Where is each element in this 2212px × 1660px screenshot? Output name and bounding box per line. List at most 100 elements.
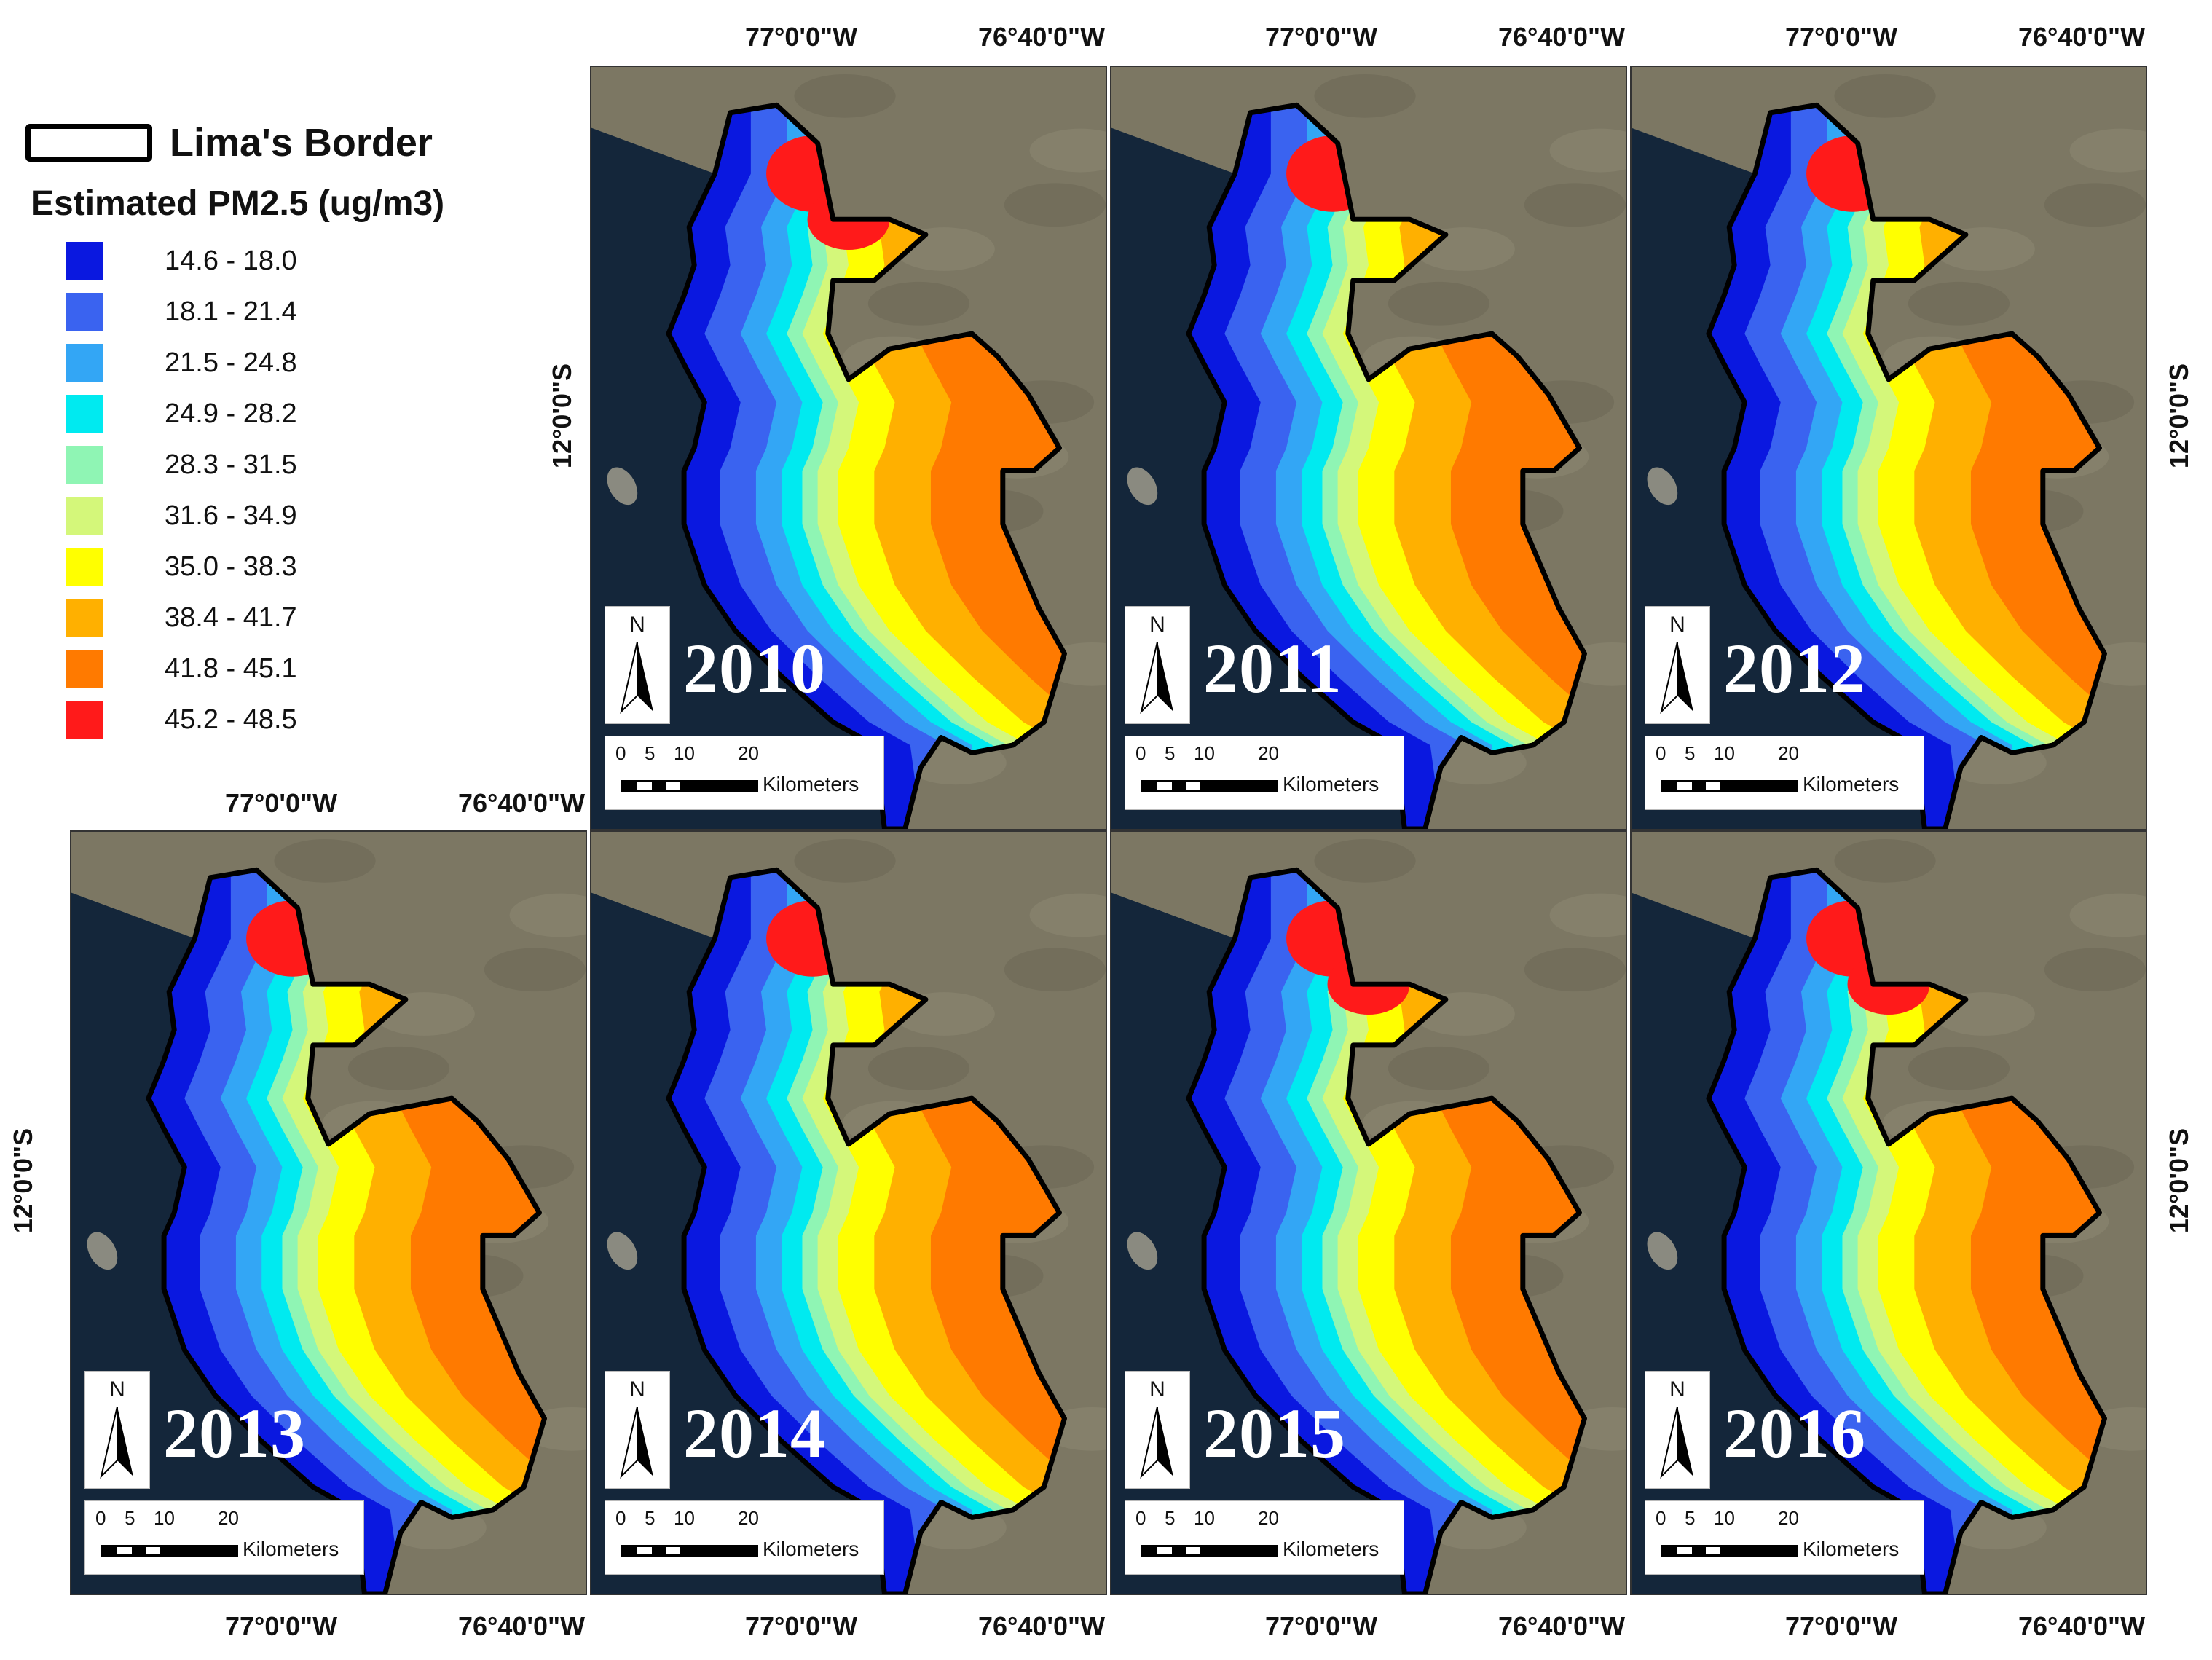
longitude-label: 77°0'0"W (1784, 1611, 1898, 1641)
legend-swatch (66, 395, 103, 433)
north-arrow: N (84, 1371, 150, 1489)
scale-tick-label: 20 (738, 742, 759, 764)
terrain-relief (1834, 838, 1936, 883)
legend-class-3: 24.9 - 28.2 (66, 388, 532, 439)
north-label: N (1669, 1377, 1685, 1401)
scale-unit: Kilometers (1803, 1538, 1900, 1560)
longitude-label: 76°40'0"W (1497, 1611, 1626, 1641)
north-arrow-icon (100, 1407, 133, 1479)
scale-unit: Kilometers (1283, 773, 1379, 795)
north-arrow-icon (620, 642, 653, 715)
island (1127, 1232, 1158, 1270)
legend-class-7: 38.4 - 41.7 (66, 592, 532, 643)
panel-year-label: 2016 (1723, 1394, 1866, 1472)
scale-tick-label: 0 (1656, 1507, 1666, 1529)
lima-border (666, 102, 1068, 829)
north-label: N (1149, 1377, 1165, 1401)
longitude-label: 76°40'0"W (457, 788, 586, 818)
scale-bar-graphic (1661, 1545, 1798, 1557)
terrain-relief (1524, 948, 1626, 992)
map-legend: Lima's Border Estimated PM2.5 (ug/m3) 14… (22, 117, 532, 745)
scale-bar-graphic (1141, 780, 1278, 792)
north-label: N (629, 1377, 645, 1401)
terrain-relief (1004, 183, 1106, 227)
terrain-relief (1524, 183, 1626, 227)
scale-bar-graphic (1141, 1545, 1278, 1557)
longitude-label: 77°0'0"W (744, 22, 858, 52)
longitude-label: 76°40'0"W (457, 1611, 586, 1641)
terrain-relief (794, 838, 896, 883)
lima-border (1186, 867, 1588, 1594)
longitude-label: 76°40'0"W (2018, 1611, 2146, 1641)
terrain-relief (1549, 893, 1626, 937)
scale-tick-label: 0 (1656, 742, 1666, 764)
terrain-relief (2069, 893, 2146, 937)
north-label: N (109, 1377, 125, 1401)
legend-swatch (66, 497, 103, 535)
terrain-relief (1908, 281, 2010, 326)
map-panel-2013: N 2013 0 5 10 20 Kilometers (70, 830, 587, 1595)
panel-year-label: 2011 (1203, 629, 1342, 707)
panel-year-label: 2015 (1203, 1394, 1346, 1472)
legend-class-5: 31.6 - 34.9 (66, 490, 532, 541)
north-arrow: N (1125, 606, 1190, 724)
legend-class-label: 35.0 - 38.3 (165, 551, 297, 582)
terrain-relief (1388, 281, 1490, 326)
latitude-label: 12°0'0"S (2164, 1128, 2195, 1234)
legend-swatch (66, 293, 103, 331)
scale-unit: Kilometers (1803, 773, 1900, 795)
scale-tick-label: 0 (95, 1507, 106, 1529)
legend-swatch (66, 650, 103, 688)
latitude-label: 12°0'0"S (547, 363, 578, 469)
legend-class-label: 28.3 - 31.5 (165, 449, 297, 480)
scale-tick-label: 5 (125, 1507, 135, 1529)
scale-tick-label: 20 (1258, 1507, 1279, 1529)
scale-bar-graphic (1661, 780, 1798, 792)
scale-unit: Kilometers (763, 773, 859, 795)
pm25-map (1632, 67, 2146, 829)
longitude-label: 77°0'0"W (224, 1611, 338, 1641)
terrain-relief (1549, 128, 1626, 173)
terrain-relief (1029, 128, 1106, 173)
scale-tick-label: 20 (738, 1507, 759, 1529)
longitude-label: 77°0'0"W (744, 1611, 858, 1641)
scale-tick-label: 10 (1714, 742, 1735, 764)
legend-class-label: 14.6 - 18.0 (165, 245, 297, 276)
longitude-label: 76°40'0"W (977, 22, 1106, 52)
north-arrow: N (605, 606, 670, 724)
legend-swatch (66, 242, 103, 280)
scale-tick-label: 5 (645, 1507, 656, 1529)
map-panel-2011: N 2011 0 5 10 20 Kilometers (1110, 66, 1627, 830)
terrain-relief (484, 948, 586, 992)
legend-class-2: 21.5 - 24.8 (66, 337, 532, 388)
pm25-map (591, 832, 1106, 1594)
border-label: Lima's Border (170, 121, 433, 165)
map-panel-2010: N 2010 0 5 10 20 Kilometers (590, 66, 1107, 830)
island (607, 467, 638, 506)
lima-border (146, 867, 548, 1594)
island (1647, 1232, 1678, 1270)
legend-class-9: 45.2 - 48.5 (66, 694, 532, 745)
pm25-map (1111, 67, 1626, 829)
terrain-relief (794, 74, 896, 118)
scale-bar: 0 5 10 20 Kilometers (605, 1500, 884, 1575)
panel-year-label: 2013 (163, 1394, 306, 1472)
terrain-relief (274, 838, 376, 883)
scale-tick-label: 5 (1685, 1507, 1696, 1529)
scale-bar: 0 5 10 20 Kilometers (1645, 1500, 1924, 1575)
scale-bar-graphic (621, 1545, 758, 1557)
panel-year-label: 2010 (683, 629, 826, 707)
terrain-relief (2044, 948, 2146, 992)
terrain-relief (1314, 838, 1416, 883)
panel-year-label: 2012 (1723, 629, 1866, 707)
north-arrow: N (1125, 1371, 1190, 1489)
map-panel-2014: N 2014 0 5 10 20 Kilometers (590, 830, 1107, 1595)
scale-tick-label: 0 (1135, 742, 1146, 764)
terrain-relief (1314, 74, 1416, 118)
scale-tick-label: 10 (1714, 1507, 1735, 1529)
legend-class-6: 35.0 - 38.3 (66, 541, 532, 592)
north-arrow-icon (1140, 642, 1173, 715)
legend-class-label: 24.9 - 28.2 (165, 398, 297, 429)
scale-bar: 0 5 10 20 Kilometers (1125, 1500, 1404, 1575)
map-panel-2012: N 2012 0 5 10 20 Kilometers (1630, 66, 2147, 830)
